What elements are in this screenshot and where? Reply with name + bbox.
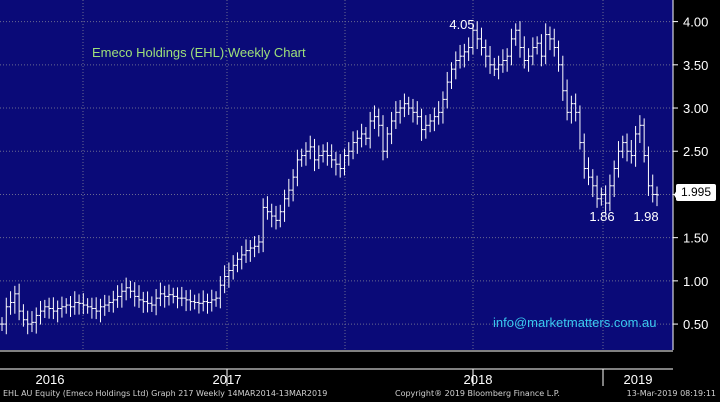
price-annotation: 4.05 [449,17,474,32]
footer-bar: EHL AU Equity (Emeco Holdings Ltd) Graph… [0,386,720,402]
footer-timestamp: 13-Mar-2019 08:19:11 [626,389,716,398]
y-tick-label: 0.50 [683,317,708,332]
y-tick-label: 4.00 [683,15,708,30]
y-tick-label: 1.00 [683,274,708,289]
watermark-email: info@marketmatters.com.au [493,315,657,330]
chart-title: Emeco Holdings (EHL):Weekly Chart [92,45,306,60]
price-annotation: 1.98 [633,209,658,224]
x-year-label: 2019 [624,372,653,387]
y-tick-label: 3.50 [683,58,708,73]
plot-area [0,0,673,350]
x-year-label: 2017 [213,372,242,387]
y-tick-label: 1.50 [683,231,708,246]
y-tick-label: 3.00 [683,101,708,116]
x-year-label: 2018 [464,372,493,387]
x-year-label: 2016 [36,372,65,387]
price-annotation: 1.86 [589,209,614,224]
y-tick-label: 2.50 [683,144,708,159]
footer-copyright: Copyright® 2019 Bloomberg Finance L.P. [395,389,560,398]
last-price-badge: 1.995 [676,184,716,201]
x-axis-band [0,350,720,386]
footer-security-info: EHL AU Equity (Emeco Holdings Ltd) Graph… [3,389,328,398]
